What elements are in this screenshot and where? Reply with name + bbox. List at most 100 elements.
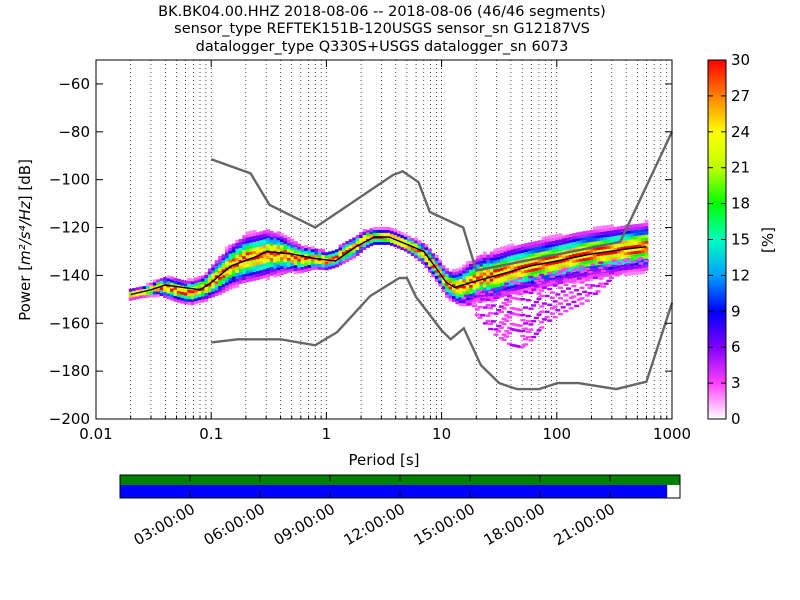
psd-cell	[266, 259, 271, 263]
psd-cell	[572, 248, 577, 252]
psd-cell	[537, 252, 542, 256]
psd-cell	[566, 303, 572, 306]
psd-cell	[335, 249, 339, 253]
psd-cell	[544, 236, 549, 240]
psd-cell	[310, 258, 315, 262]
psd-cell	[482, 260, 487, 264]
psd-cell	[515, 297, 521, 301]
psd-cell	[276, 273, 281, 277]
psd-cell	[245, 276, 250, 280]
psd-cell	[214, 284, 219, 288]
psd-cell	[283, 246, 288, 250]
psd-cell	[445, 276, 449, 280]
psd-cell	[128, 297, 133, 301]
psd-cell	[625, 263, 631, 266]
psd-cell	[417, 240, 422, 244]
psd-cell	[527, 248, 532, 252]
x-axis-ticks: 0.01 0.1 1 10 100 1000	[79, 60, 691, 443]
psd-cell	[506, 244, 511, 248]
psd-cell	[269, 230, 274, 234]
psd-cell	[627, 254, 632, 258]
psd-cell	[228, 271, 233, 275]
psd-cell	[572, 245, 577, 249]
psd-cell	[547, 282, 553, 285]
psd-cell	[592, 253, 597, 257]
psd-cell	[242, 238, 247, 242]
psd-cell	[300, 260, 305, 264]
psd-cell	[231, 249, 236, 253]
psd-cell	[255, 250, 260, 254]
colorbar-label: [%]	[759, 227, 777, 253]
psd-cell	[509, 322, 515, 326]
psd-cell	[194, 301, 198, 305]
psd-cell	[517, 274, 522, 278]
psd-cell	[170, 291, 174, 295]
psd-cell	[586, 242, 590, 246]
psd-cell	[187, 283, 192, 287]
psd-cell	[163, 292, 167, 296]
psd-cell	[549, 307, 555, 310]
psd-cell	[276, 255, 281, 259]
psd-cell	[620, 255, 625, 259]
psd-cell	[300, 257, 305, 261]
psd-cell	[517, 250, 522, 254]
psd-cell	[280, 236, 284, 240]
psd-cell	[606, 269, 611, 273]
psd-cell	[218, 258, 222, 262]
psd-cell	[524, 276, 529, 280]
psd-cell	[592, 259, 597, 263]
psd-cell	[544, 242, 549, 246]
psd-cell	[568, 251, 573, 255]
psd-cell	[539, 321, 545, 324]
psd-cell	[286, 242, 291, 246]
psd-cell	[276, 264, 281, 268]
psd-cell	[582, 240, 587, 244]
psd-cell	[259, 234, 264, 238]
psd-cell	[338, 250, 343, 254]
psd-cell	[290, 247, 295, 251]
psd-cell	[482, 284, 487, 288]
psd-cell	[568, 236, 573, 240]
psd-cell	[458, 279, 463, 283]
psd-cell	[520, 249, 525, 253]
psd-cell	[293, 250, 298, 254]
psd-cell	[214, 281, 219, 285]
psd-cell	[510, 270, 515, 274]
psd-cell	[496, 289, 501, 293]
psd-cell	[335, 252, 339, 256]
psd-cell	[544, 265, 549, 269]
psd-cell	[190, 290, 195, 294]
psd-cell	[582, 273, 587, 277]
psd-cell	[501, 333, 507, 336]
psd-cell	[520, 313, 526, 317]
psd-cell	[523, 290, 529, 294]
psd-cell	[417, 246, 422, 250]
psd-cell	[194, 289, 198, 293]
psd-cell	[286, 263, 291, 267]
psd-cell	[498, 289, 504, 293]
psd-cell	[376, 238, 381, 242]
psd-cell	[488, 306, 494, 310]
psd-cell	[627, 233, 632, 237]
psd-cell	[290, 265, 295, 269]
psd-cell	[431, 274, 436, 278]
psd-cell	[506, 316, 512, 319]
psd-cell	[555, 264, 559, 268]
psd-cell	[641, 244, 645, 248]
psd-cell	[235, 269, 240, 273]
psd-cell	[549, 312, 555, 315]
psd-cell	[482, 322, 488, 325]
psd-cell	[544, 268, 549, 272]
psd-cell	[427, 260, 432, 264]
psd-cell	[517, 271, 522, 275]
psd-cell	[575, 262, 580, 266]
psd-cell	[512, 323, 518, 326]
psd-cell	[634, 227, 639, 231]
psd-cell	[286, 266, 291, 270]
psd-cell	[455, 280, 460, 284]
psd-cell	[539, 305, 545, 308]
psd-cell	[482, 251, 487, 255]
psd-cell	[328, 266, 333, 270]
psd-cell	[262, 254, 267, 258]
psd-cell	[207, 280, 212, 284]
